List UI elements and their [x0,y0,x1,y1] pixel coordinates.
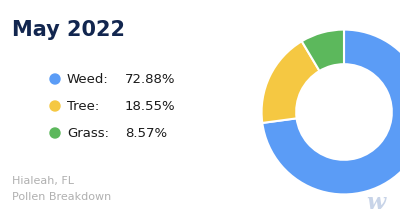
Text: 72.88%: 72.88% [125,73,176,86]
Text: Hialeah, FL: Hialeah, FL [12,176,74,186]
Circle shape [50,74,60,84]
Text: Grass:: Grass: [67,127,109,140]
Circle shape [50,128,60,138]
Text: 18.55%: 18.55% [125,99,176,112]
Wedge shape [302,30,344,71]
Text: May 2022: May 2022 [12,20,125,40]
Wedge shape [262,41,320,123]
Text: Weed:: Weed: [67,73,109,86]
Text: 8.57%: 8.57% [125,127,167,140]
Text: Pollen Breakdown: Pollen Breakdown [12,192,111,202]
Circle shape [50,101,60,111]
Wedge shape [262,30,400,194]
Text: Tree:: Tree: [67,99,99,112]
Text: w: w [366,192,385,214]
